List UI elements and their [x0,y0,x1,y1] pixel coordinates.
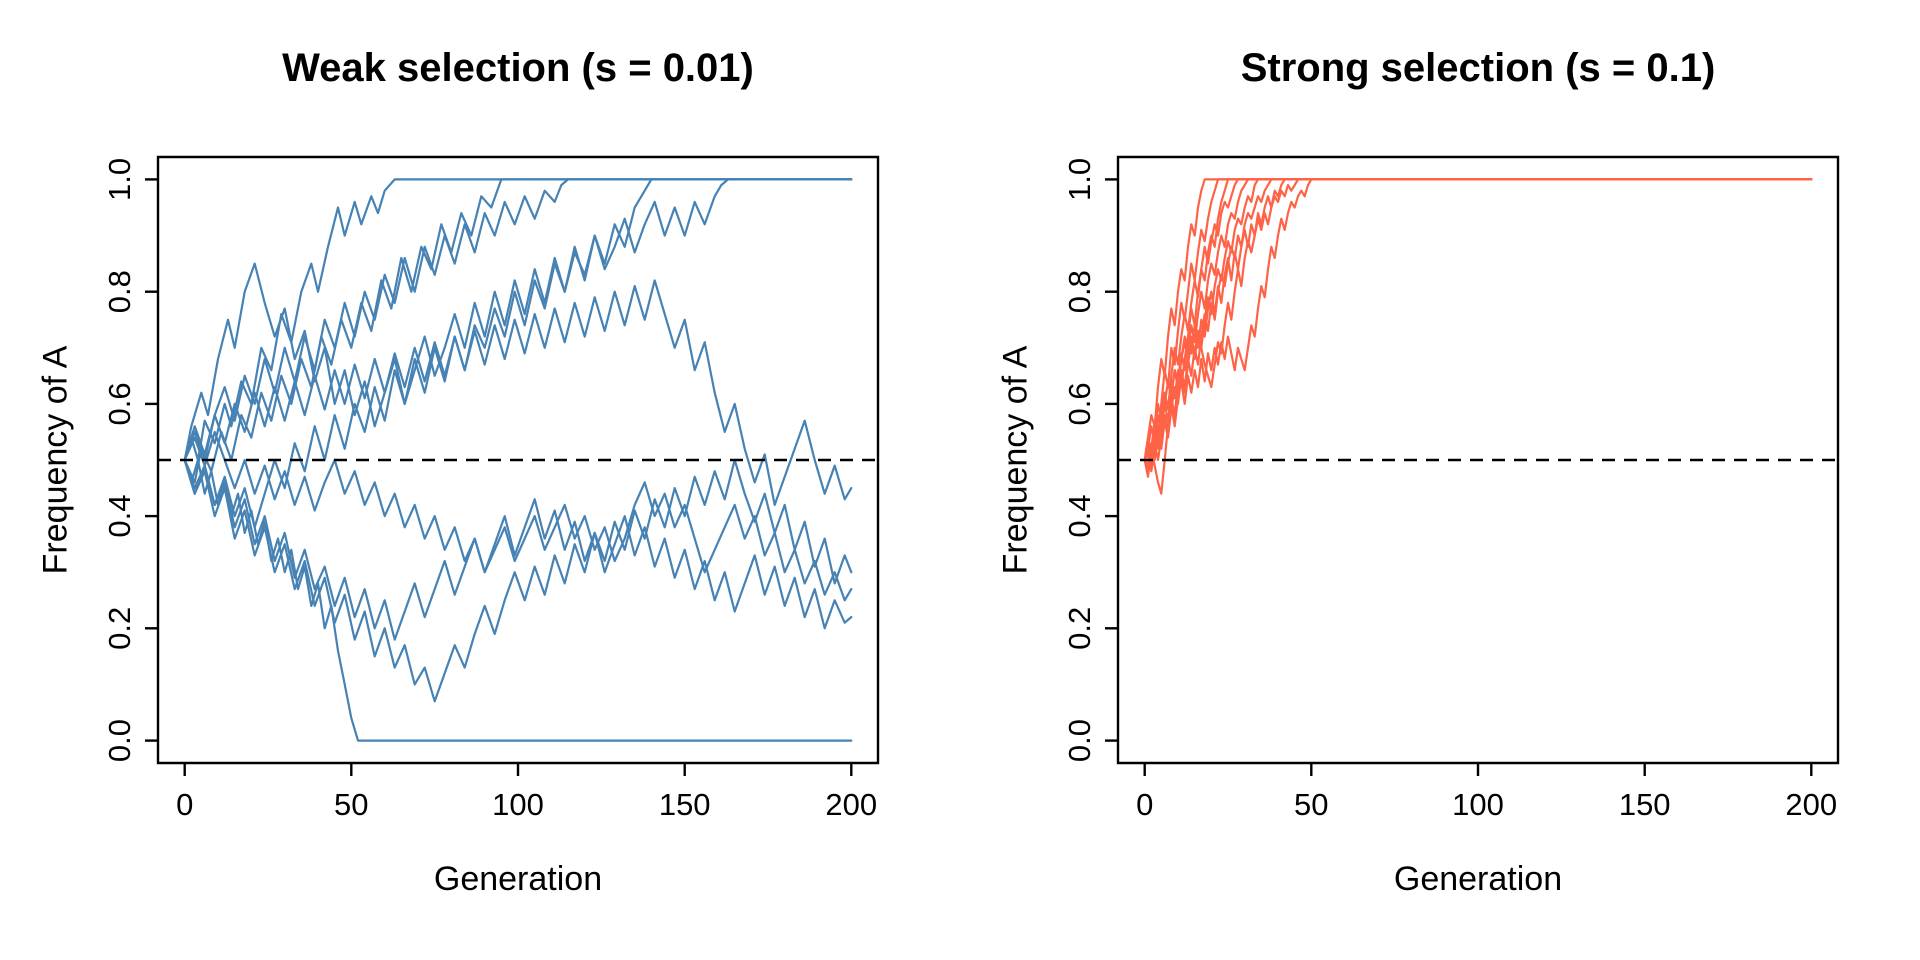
x-tick-label: 200 [825,787,877,822]
panel-strong-selection: Strong selection (s = 0.1) Frequency of … [960,0,1920,960]
x-tick-label: 0 [1136,787,1153,822]
weak-selection-plot: 0 50 100 150 200 0.0 0.2 0.4 0.6 0.8 1.0 [102,155,880,822]
plot-box [156,155,880,765]
trajectory-line [183,279,853,506]
y-tick-label: 0.8 [102,270,137,313]
strong-selection-plot: 0 50 100 150 200 0.0 0.2 0.4 0.6 0.8 1.0 [1062,155,1840,822]
y-tick-label: 1.0 [1062,158,1097,201]
y-tick-label: 0.4 [102,495,137,538]
trajectory-line [1143,178,1813,473]
y-tick-label: 0.2 [102,607,137,650]
y-tick-label: 0.8 [1062,270,1097,313]
trajectory-line [183,178,853,462]
y-tick-label: 0.0 [102,719,137,762]
x-tick-label: 100 [1452,787,1504,822]
y-tick-label: 0.0 [1062,719,1097,762]
panel-title-weak: Weak selection (s = 0.01) [282,46,754,90]
trajectory-line [183,458,853,742]
panel-title-strong: Strong selection (s = 0.1) [1240,46,1716,90]
panel-weak-selection: Weak selection (s = 0.01) Frequency of A… [37,46,880,898]
trajectory-line [183,458,853,641]
trajectory-line [183,178,853,529]
plot-box [1116,155,1840,765]
trajectory-line [1143,178,1813,473]
trajectory-line [183,430,853,602]
trajectory-line [1143,178,1813,462]
y-tick-label: 0.2 [1062,607,1097,650]
trajectory-line [183,178,853,462]
x-tick-label: 100 [492,787,544,822]
x-tick-label: 200 [1785,787,1837,822]
trajectory-line [183,458,853,703]
trajectory-line [1143,178,1813,462]
y-tick-label: 0.6 [1062,382,1097,425]
x-axis-title: Generation [1393,860,1563,898]
x-axis-title: Generation [433,860,603,898]
y-tick-label: 0.6 [102,382,137,425]
trajectory-line [1143,178,1813,467]
x-tick-label: 50 [334,787,368,822]
x-tick-label: 0 [176,787,193,822]
x-tick-label: 50 [1294,787,1328,822]
x-tick-label: 150 [1619,787,1671,822]
y-tick-label: 0.4 [1062,495,1097,538]
x-tick-label: 150 [659,787,711,822]
trajectory-line [183,178,853,484]
y-tick-label: 1.0 [102,158,137,201]
